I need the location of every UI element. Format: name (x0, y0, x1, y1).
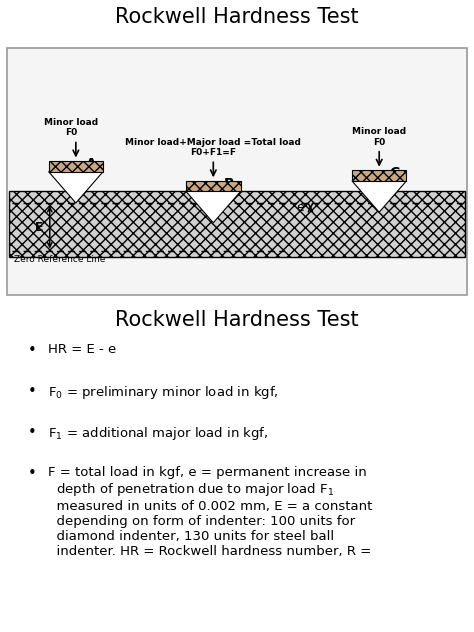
Text: B: B (224, 177, 234, 191)
Text: •: • (27, 343, 36, 358)
Polygon shape (352, 181, 407, 212)
Text: C: C (390, 166, 400, 180)
FancyBboxPatch shape (352, 170, 407, 181)
Text: •: • (27, 466, 36, 481)
Text: •: • (27, 425, 36, 440)
Text: •: • (27, 384, 36, 399)
Text: E: E (35, 221, 44, 234)
Text: e: e (296, 201, 304, 214)
Text: F$_1$ = additional major load in kgf,: F$_1$ = additional major load in kgf, (48, 425, 269, 442)
Text: Rockwell Hardness Test: Rockwell Hardness Test (115, 310, 359, 330)
Text: Zero Reference Line: Zero Reference Line (14, 255, 106, 264)
FancyBboxPatch shape (186, 181, 240, 191)
Text: HR = E - e: HR = E - e (48, 343, 117, 356)
Text: Minor load
F0: Minor load F0 (44, 118, 98, 137)
FancyBboxPatch shape (9, 191, 465, 257)
Text: F = total load in kgf, e = permanent increase in
  depth of penetration due to m: F = total load in kgf, e = permanent inc… (48, 466, 373, 559)
Text: A: A (86, 157, 97, 171)
Text: Minor load
F0: Minor load F0 (352, 127, 406, 147)
Text: Rockwell Hardness Test: Rockwell Hardness Test (115, 6, 359, 27)
Text: F$_0$ = preliminary minor load in kgf,: F$_0$ = preliminary minor load in kgf, (48, 384, 279, 401)
FancyBboxPatch shape (7, 48, 467, 295)
Polygon shape (49, 172, 103, 203)
Text: Minor load+Major load =Total load
F0+F1=F: Minor load+Major load =Total load F0+F1=… (125, 138, 301, 157)
Polygon shape (186, 191, 241, 222)
FancyBboxPatch shape (49, 161, 103, 172)
